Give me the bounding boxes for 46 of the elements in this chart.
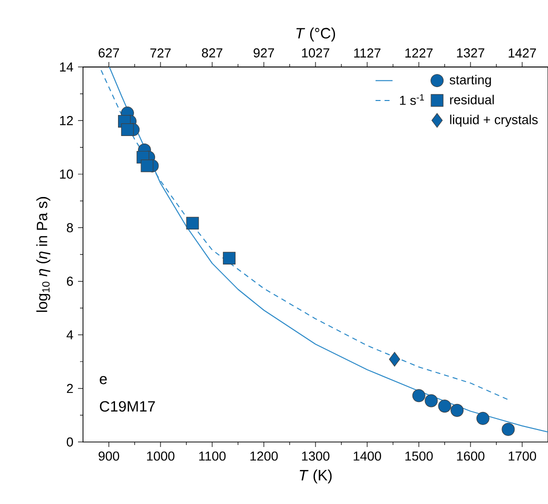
x-tick-label: 1200 (250, 452, 278, 461)
x-tick-label: 1400 (354, 452, 382, 461)
x-axis-title: T (K) (300, 470, 332, 484)
point (412, 389, 426, 402)
point (502, 422, 515, 436)
y-tick-label: 8 (66, 223, 73, 232)
y-tick-label: 10 (60, 170, 73, 179)
x-tick-label: 1300 (302, 452, 330, 461)
legend-label: liquid + crystals (450, 114, 538, 127)
y-tick-label: 4 (66, 330, 74, 340)
x2-tick-label: 1327 (457, 48, 484, 58)
x-tick-label: 900 (98, 452, 120, 461)
legend-label: residual (450, 94, 494, 104)
point (222, 252, 236, 265)
point (140, 160, 154, 172)
point (476, 412, 490, 425)
point (186, 216, 199, 230)
point (389, 352, 400, 367)
x-tick-label: 1500 (405, 452, 433, 461)
x-tick-label: 1700 (508, 452, 536, 461)
point (424, 394, 438, 408)
y-tick-label: 12 (60, 116, 73, 126)
x-tick-label: 1600 (457, 452, 484, 461)
x2-tick-label: 627 (98, 48, 119, 58)
point (121, 123, 134, 136)
y-tick-label: 2 (66, 384, 73, 393)
x2-axis-title: T (°C) (296, 28, 336, 42)
legend-label: 1 s$^{-1}$ (400, 94, 424, 105)
point (438, 400, 452, 413)
x2-tick-label: 1027 (302, 48, 330, 58)
y-tick-label: 6 (66, 276, 73, 286)
x2-tick-label: 727 (150, 48, 171, 58)
point (450, 404, 464, 417)
x2-tick-label: 1427 (508, 48, 536, 58)
x2-tick-label: 1127 (354, 48, 380, 58)
annotation: e (100, 376, 107, 384)
x-tick-label: 1000 (147, 452, 174, 461)
annotation: C19M17 (100, 401, 155, 412)
legend-label: starting (450, 74, 491, 87)
x-tick-label: 1100 (199, 452, 226, 461)
x2-tick-label: 1227 (405, 48, 433, 58)
x2-tick-label: 827 (202, 48, 222, 58)
y-axis-title: log$_{10}$ η (η in Pa s) (36, 197, 50, 312)
y-tick-label: 14 (60, 62, 74, 72)
y-tick-label: 0 (66, 437, 73, 447)
x2-tick-label: 927 (254, 48, 274, 58)
